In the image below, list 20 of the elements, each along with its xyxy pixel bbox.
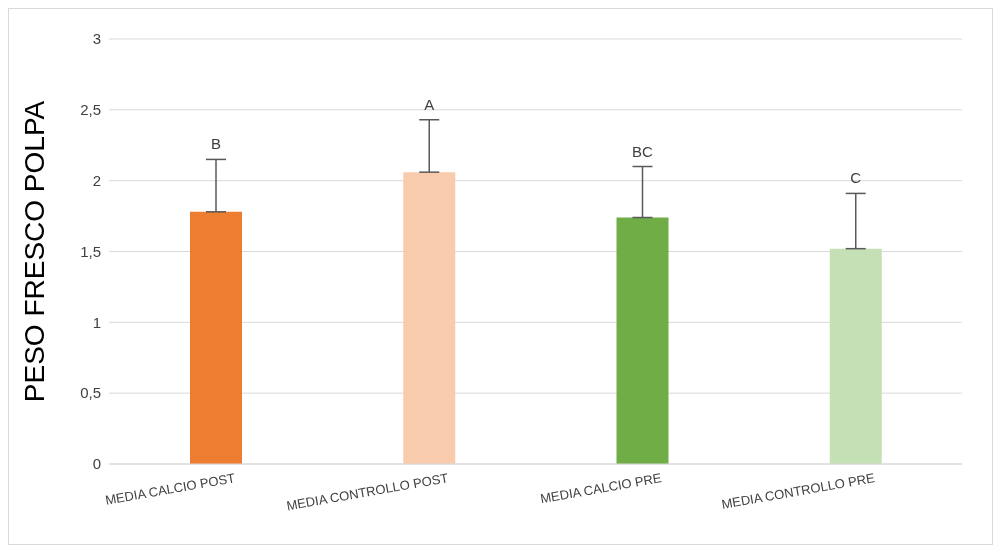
bar [190,211,242,464]
bar [616,217,669,464]
bar [403,172,456,464]
y-tick-label: 2 [92,171,101,189]
y-tick-label: 1,5 [80,242,101,260]
x-tick-label: MEDIA CONTROLLO PRE [720,470,877,512]
y-tick-label: 3 [92,30,101,48]
y-tick-label: 2,5 [80,101,101,119]
x-tick-label: MEDIA CALCIO POST [104,470,237,508]
annotation: B [210,135,222,153]
y-axis-title: PESO FRESCO POLPA [18,100,50,403]
annotation: A [424,95,435,113]
annotation: BC [632,142,654,160]
y-tick-label: 0,5 [80,384,101,402]
y-tick-label: 1 [92,313,101,331]
y-tick-label: 0 [92,455,101,473]
bar [829,248,882,464]
x-tick-label: MEDIA CALCIO PRE [539,470,663,507]
annotation: C [850,169,862,187]
x-tick-label: MEDIA CONTROLLO POST [285,470,450,514]
